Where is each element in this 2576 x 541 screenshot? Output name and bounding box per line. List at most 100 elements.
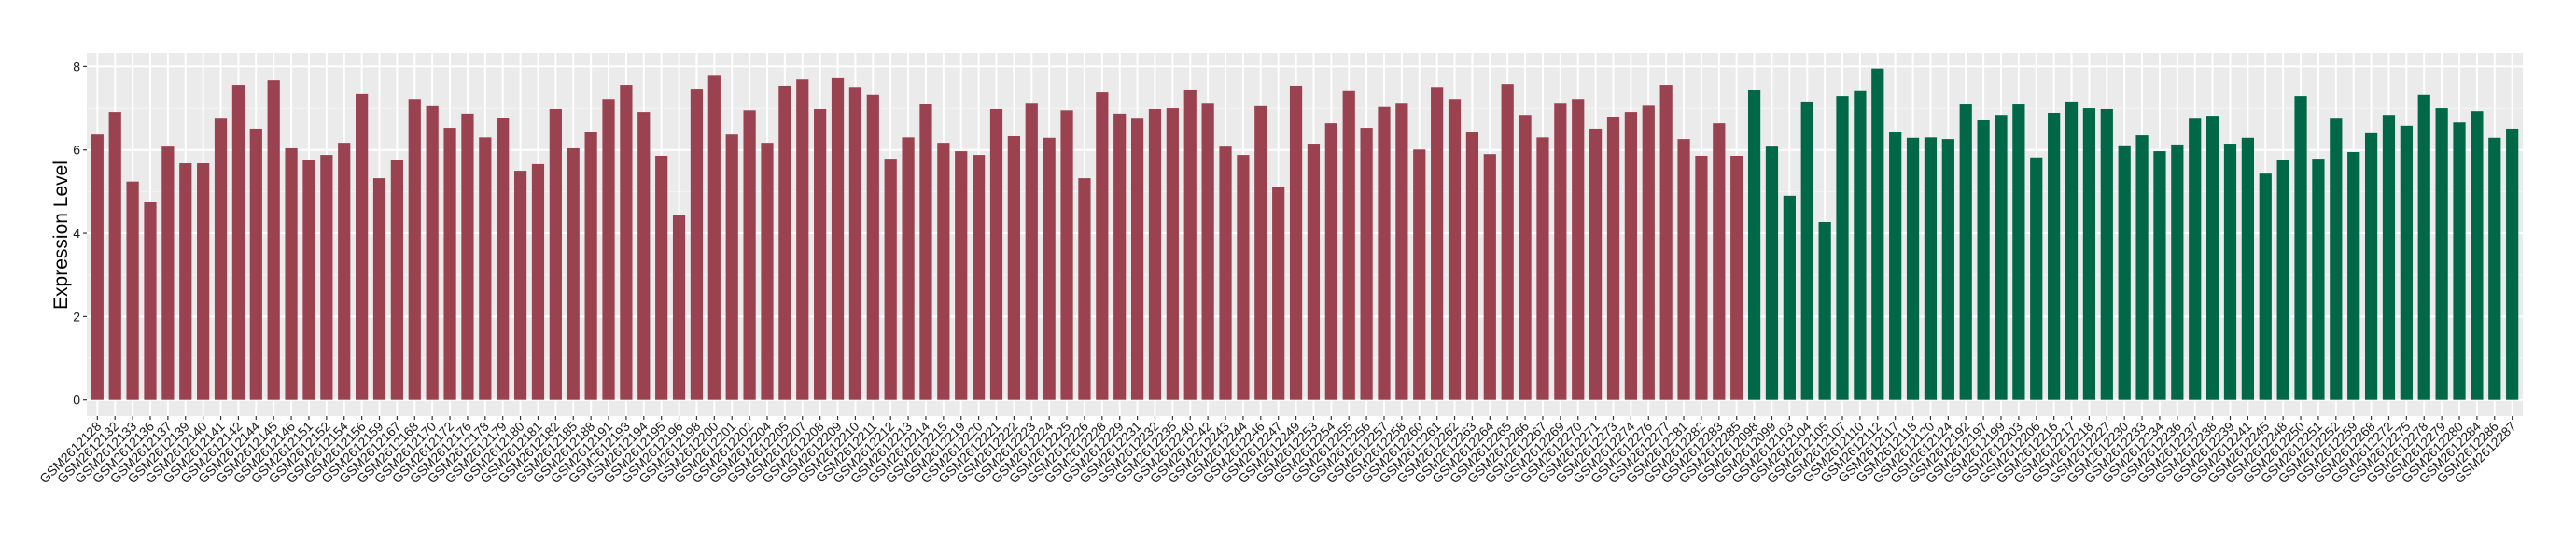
bar: [1642, 105, 1655, 400]
bar: [655, 155, 668, 400]
bar: [1272, 187, 1285, 400]
bar: [1695, 155, 1708, 400]
bar: [620, 85, 633, 400]
bar: [2135, 135, 2149, 400]
bar: [2435, 108, 2448, 400]
bar: [1025, 103, 1038, 400]
bar: [1060, 110, 1073, 400]
bar: [973, 155, 986, 400]
bar: [1130, 118, 1144, 400]
bar: [1906, 137, 1920, 400]
bar: [1536, 137, 1549, 400]
bar: [796, 79, 809, 400]
bar: [2012, 104, 2025, 400]
bar: [1431, 87, 1444, 400]
bar: [902, 137, 915, 400]
bar: [831, 77, 845, 400]
bar: [848, 87, 862, 400]
bar: [1324, 123, 1337, 400]
bar: [144, 201, 157, 400]
bar: [1659, 85, 1673, 400]
bar: [1713, 123, 1726, 400]
bar: [1113, 113, 1127, 400]
bar: [1078, 178, 1091, 400]
bar: [2100, 108, 2113, 400]
bar: [2347, 151, 2360, 400]
bar: [356, 93, 369, 400]
bar: [91, 134, 104, 400]
bar: [2382, 115, 2396, 400]
y-tick-label: 2: [73, 309, 80, 324]
bar: [497, 118, 510, 400]
bar: [1624, 112, 1637, 400]
bar: [1237, 155, 1250, 400]
bar: [778, 85, 791, 400]
bar: [1519, 115, 1532, 400]
bar: [2364, 132, 2378, 400]
bar: [2400, 125, 2413, 400]
plot-panel: [87, 53, 2523, 416]
bar: [1289, 85, 1303, 400]
bar: [2330, 118, 2343, 400]
bar: [1589, 128, 1603, 400]
bar: [1765, 146, 1779, 400]
bar: [2259, 173, 2272, 400]
bar: [1924, 137, 1938, 400]
bar: [267, 80, 280, 400]
bar: [1501, 84, 1514, 400]
bar: [443, 128, 456, 400]
bar: [2312, 159, 2325, 400]
bar: [1800, 101, 1813, 400]
bar: [179, 163, 192, 400]
bar: [1007, 135, 1020, 400]
bar: [2453, 122, 2466, 400]
bar: [1219, 146, 1232, 400]
bar: [549, 108, 562, 400]
bar: [531, 163, 545, 400]
bar: [1730, 155, 1743, 400]
bar: [108, 112, 121, 400]
bar: [1201, 103, 1214, 400]
bar: [1360, 128, 1373, 400]
bar: [2171, 144, 2184, 400]
bar: [866, 94, 879, 400]
bar: [1818, 221, 1831, 400]
bar: [338, 143, 351, 400]
bar: [2082, 108, 2096, 400]
bar: [761, 143, 774, 400]
y-tick-label: 4: [73, 226, 80, 241]
bar: [1043, 137, 1056, 400]
y-tick-label: 0: [73, 393, 80, 408]
bar: [2189, 118, 2202, 400]
bar: [461, 113, 474, 400]
bar: [1395, 103, 1408, 400]
bar: [1148, 108, 1162, 400]
bar: [2206, 116, 2219, 400]
bar: [672, 215, 686, 400]
bar: [1871, 68, 1884, 400]
bar: [989, 108, 1003, 400]
bar: [937, 143, 950, 400]
bar: [2153, 151, 2166, 400]
bar: [2294, 96, 2307, 400]
bar: [285, 147, 298, 400]
bar: [126, 181, 139, 400]
bar: [390, 159, 403, 400]
bar: [1254, 105, 1267, 400]
bar: [1747, 90, 1761, 400]
bar: [161, 146, 175, 400]
bar: [1959, 104, 1972, 400]
bar: [1606, 116, 1620, 400]
bar: [479, 137, 492, 400]
bar: [919, 104, 932, 400]
bar: [1342, 90, 1355, 400]
bar: [1677, 139, 1690, 400]
bar: [584, 132, 597, 400]
bar: [426, 105, 439, 400]
bar: [725, 134, 738, 400]
bar: [1448, 99, 1462, 400]
bar: [2118, 145, 2131, 400]
bar: [1977, 120, 1990, 400]
bar: [1995, 115, 2008, 400]
